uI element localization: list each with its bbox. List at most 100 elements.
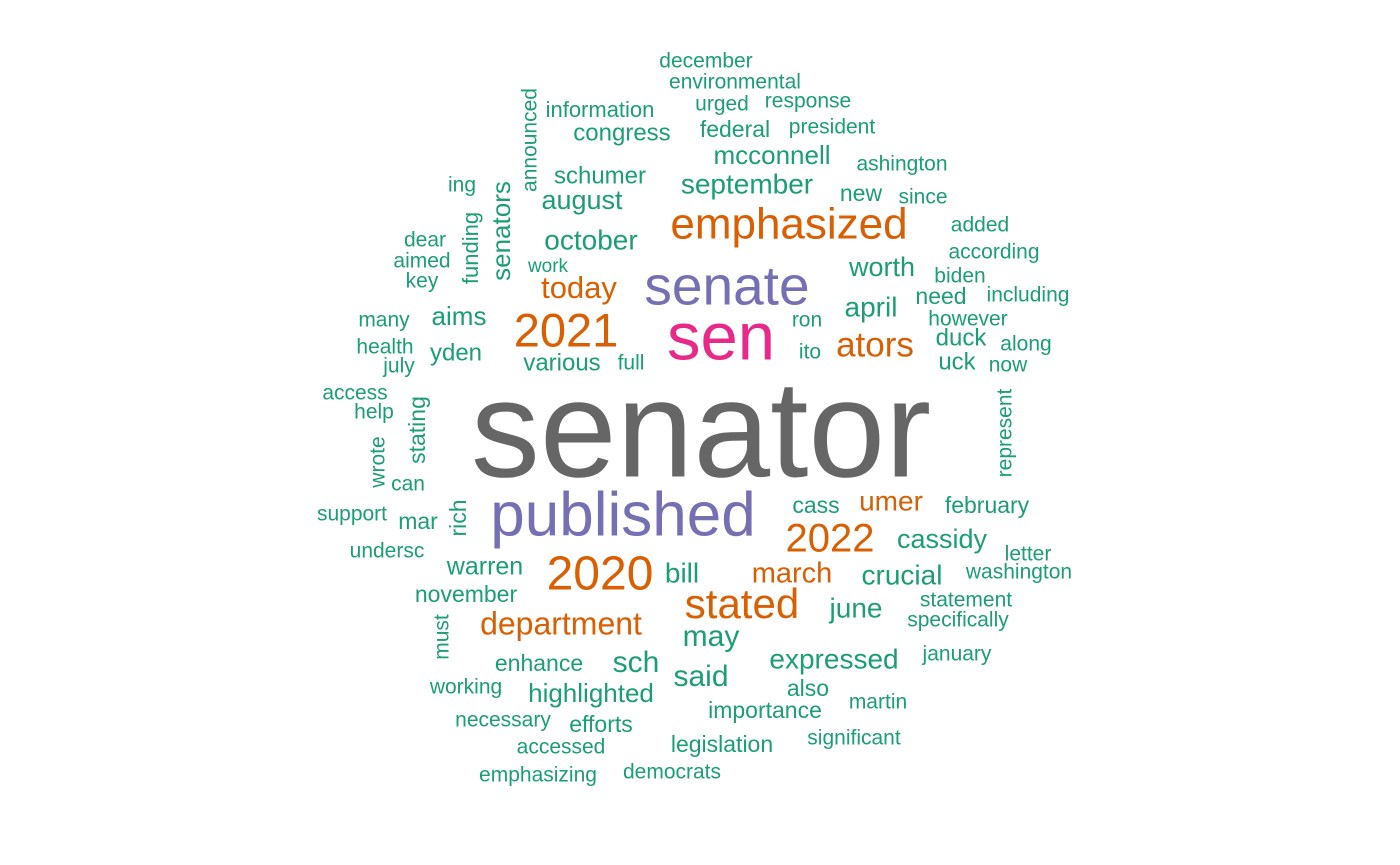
word-stating: stating xyxy=(404,396,430,464)
word-sch: sch xyxy=(613,646,660,679)
word-necessary: necessary xyxy=(455,709,551,732)
word-specifically: specifically xyxy=(907,609,1009,632)
word-however: however xyxy=(928,308,1007,331)
word-significant: significant xyxy=(807,727,901,750)
word-umer: umer xyxy=(859,485,923,516)
word-legislation: legislation xyxy=(671,731,773,757)
word-working: working xyxy=(429,676,502,699)
word-warren: warren xyxy=(446,553,523,581)
word-added: added xyxy=(951,214,1009,237)
word-ators: ators xyxy=(836,325,914,364)
word-must: must xyxy=(431,614,454,660)
word-urged: urged xyxy=(695,93,749,116)
word-may: may xyxy=(683,620,740,653)
word-martin: martin xyxy=(849,691,907,714)
word-2020: 2020 xyxy=(547,548,654,601)
word-april: april xyxy=(845,291,898,322)
word-expressed: expressed xyxy=(769,643,898,674)
word-february: february xyxy=(945,492,1030,518)
word-senator: senator xyxy=(471,352,931,506)
word-ron: ron xyxy=(792,309,822,332)
word-president: president xyxy=(789,116,876,139)
word-november: november xyxy=(415,581,518,607)
word-today: today xyxy=(541,270,617,305)
word-accessed: accessed xyxy=(517,736,606,759)
word-september: september xyxy=(681,168,813,199)
word-cass: cass xyxy=(792,492,839,518)
word-enhance: enhance xyxy=(495,650,583,676)
word-crucial: crucial xyxy=(862,559,943,590)
word-sen: sen xyxy=(667,300,775,375)
word-bill: bill xyxy=(665,557,699,588)
word-cassidy: cassidy xyxy=(897,524,988,554)
word-letter: letter xyxy=(1005,543,1052,566)
word-july: july xyxy=(382,355,415,378)
word-june: june xyxy=(829,592,883,623)
word-washington: washington xyxy=(965,561,1072,584)
word-including: including xyxy=(987,284,1070,307)
word-now: now xyxy=(989,354,1028,377)
word-undersc: undersc xyxy=(350,540,425,563)
word-senators: senators xyxy=(486,181,516,281)
word-worth: worth xyxy=(848,252,915,282)
word-aimed: aimed xyxy=(393,250,450,273)
word-ashington: ashington xyxy=(856,153,947,176)
word-access: access xyxy=(322,382,387,405)
word-need: need xyxy=(915,283,966,309)
word-january: january xyxy=(922,643,992,666)
word-mcconnell: mcconnell xyxy=(713,140,830,170)
word-schumer: schumer xyxy=(554,162,646,189)
word-department: department xyxy=(480,605,642,641)
word-said: said xyxy=(673,660,728,693)
word-yden: yden xyxy=(430,339,482,366)
word-emphasizing: emphasizing xyxy=(479,764,597,787)
word-along: along xyxy=(1000,333,1051,356)
word-support: support xyxy=(317,503,387,526)
word-announced: announced xyxy=(519,88,542,192)
word-federal: federal xyxy=(700,116,770,142)
word-democrats: democrats xyxy=(623,761,721,784)
word-statement: statement xyxy=(920,589,1012,612)
word-aims: aims xyxy=(432,301,487,331)
word-efforts: efforts xyxy=(569,711,633,737)
word-emphasized: emphasized xyxy=(670,200,907,249)
word-according: according xyxy=(948,241,1039,264)
word-august: august xyxy=(541,185,623,215)
word-information: information xyxy=(546,97,655,122)
word-rich: rich xyxy=(445,499,471,536)
word-congress: congress xyxy=(573,119,670,146)
word-duck: duck xyxy=(936,324,988,351)
word-dear: dear xyxy=(404,229,446,252)
word-stated: stated xyxy=(685,580,799,627)
word-wrote: wrote xyxy=(367,436,390,488)
word-uck: uck xyxy=(938,348,976,375)
word-mar: mar xyxy=(398,508,438,534)
word-many: many xyxy=(358,309,410,332)
word-new: new xyxy=(840,180,883,206)
word-2021: 2021 xyxy=(514,303,619,356)
word-march: march xyxy=(752,558,833,590)
word-represent: represent xyxy=(994,388,1017,477)
word-full: full xyxy=(618,352,645,375)
word-funding: funding xyxy=(458,212,483,284)
word-since: since xyxy=(898,186,947,209)
word-ing: ing xyxy=(448,174,476,197)
word-december: december xyxy=(659,50,752,73)
word-published: published xyxy=(490,480,755,549)
word-2022: 2022 xyxy=(786,517,875,561)
word-key: key xyxy=(406,270,439,293)
word-also: also xyxy=(787,675,829,701)
word-can: can xyxy=(391,473,425,496)
word-health: health xyxy=(356,336,413,359)
word-senate: senate xyxy=(644,255,809,317)
word-various: various xyxy=(523,349,600,376)
word-help: help xyxy=(354,401,394,424)
word-response: response xyxy=(765,90,851,113)
word-ito: ito xyxy=(799,341,821,364)
word-environmental: environmental xyxy=(669,71,801,94)
word-biden: biden xyxy=(934,265,985,288)
word-october: october xyxy=(544,224,637,255)
word-highlighted: highlighted xyxy=(528,678,654,708)
word-work: work xyxy=(527,256,569,277)
